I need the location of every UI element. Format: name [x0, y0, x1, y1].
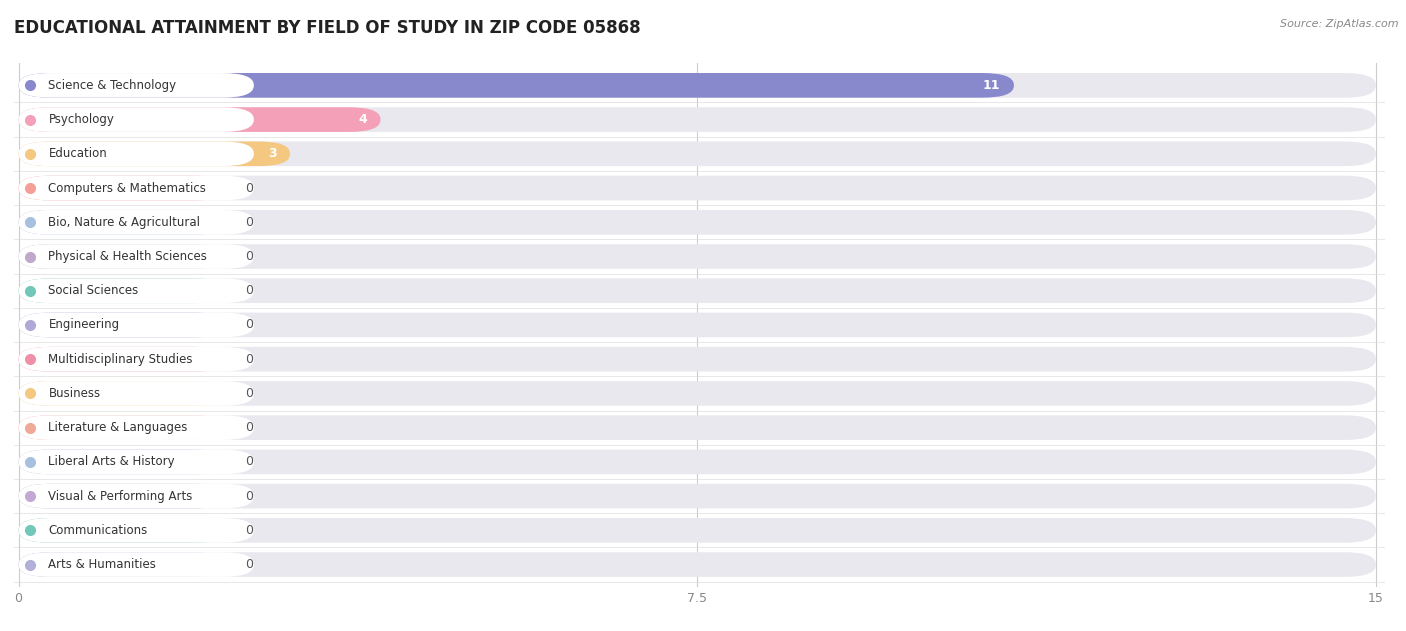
FancyBboxPatch shape [18, 141, 1376, 166]
FancyBboxPatch shape [18, 518, 226, 543]
Text: Liberal Arts & History: Liberal Arts & History [48, 456, 176, 468]
Text: EDUCATIONAL ATTAINMENT BY FIELD OF STUDY IN ZIP CODE 05868: EDUCATIONAL ATTAINMENT BY FIELD OF STUDY… [14, 19, 641, 37]
FancyBboxPatch shape [18, 210, 1376, 235]
FancyBboxPatch shape [18, 210, 226, 235]
Text: Literature & Languages: Literature & Languages [48, 421, 188, 434]
Text: Business: Business [48, 387, 101, 400]
Text: Arts & Humanities: Arts & Humanities [48, 558, 156, 571]
Text: 0: 0 [245, 182, 253, 194]
FancyBboxPatch shape [18, 347, 1376, 372]
Text: 0: 0 [245, 284, 253, 297]
FancyBboxPatch shape [18, 73, 1376, 98]
Text: Bio, Nature & Agricultural: Bio, Nature & Agricultural [48, 216, 201, 229]
FancyBboxPatch shape [18, 73, 254, 98]
FancyBboxPatch shape [18, 175, 226, 201]
FancyBboxPatch shape [18, 381, 254, 406]
Text: 11: 11 [983, 79, 1000, 92]
FancyBboxPatch shape [18, 175, 254, 201]
Text: 0: 0 [245, 353, 253, 366]
Text: 0: 0 [245, 421, 253, 434]
Text: 4: 4 [359, 113, 367, 126]
Text: 0: 0 [245, 558, 253, 571]
FancyBboxPatch shape [18, 552, 1376, 577]
Text: Physical & Health Sciences: Physical & Health Sciences [48, 250, 207, 263]
FancyBboxPatch shape [18, 312, 226, 338]
FancyBboxPatch shape [18, 415, 226, 440]
FancyBboxPatch shape [18, 141, 254, 166]
Text: Communications: Communications [48, 524, 148, 537]
FancyBboxPatch shape [18, 552, 254, 577]
FancyBboxPatch shape [18, 107, 381, 132]
FancyBboxPatch shape [18, 278, 226, 303]
Text: Computers & Mathematics: Computers & Mathematics [48, 182, 207, 194]
FancyBboxPatch shape [18, 484, 254, 509]
Text: Science & Technology: Science & Technology [48, 79, 177, 92]
Text: 0: 0 [245, 250, 253, 263]
FancyBboxPatch shape [18, 175, 1376, 201]
FancyBboxPatch shape [18, 244, 226, 269]
FancyBboxPatch shape [18, 484, 1376, 509]
Text: 3: 3 [267, 147, 277, 160]
FancyBboxPatch shape [18, 107, 1376, 132]
FancyBboxPatch shape [18, 449, 254, 475]
FancyBboxPatch shape [18, 449, 226, 475]
FancyBboxPatch shape [18, 518, 254, 543]
FancyBboxPatch shape [18, 312, 254, 338]
FancyBboxPatch shape [18, 73, 1014, 98]
FancyBboxPatch shape [18, 278, 254, 303]
FancyBboxPatch shape [18, 347, 226, 372]
FancyBboxPatch shape [18, 449, 1376, 475]
FancyBboxPatch shape [18, 415, 254, 440]
Text: 0: 0 [245, 216, 253, 229]
FancyBboxPatch shape [18, 210, 254, 235]
FancyBboxPatch shape [18, 415, 1376, 440]
FancyBboxPatch shape [18, 107, 254, 132]
Text: Source: ZipAtlas.com: Source: ZipAtlas.com [1281, 19, 1399, 29]
Text: Social Sciences: Social Sciences [48, 284, 139, 297]
Text: Engineering: Engineering [48, 319, 120, 331]
FancyBboxPatch shape [18, 141, 290, 166]
Text: 0: 0 [245, 319, 253, 331]
FancyBboxPatch shape [18, 278, 1376, 303]
FancyBboxPatch shape [18, 381, 1376, 406]
Text: Multidisciplinary Studies: Multidisciplinary Studies [48, 353, 193, 366]
FancyBboxPatch shape [18, 244, 254, 269]
Text: 0: 0 [245, 490, 253, 503]
FancyBboxPatch shape [18, 312, 1376, 338]
Text: 0: 0 [245, 387, 253, 400]
Text: 0: 0 [245, 456, 253, 468]
FancyBboxPatch shape [18, 381, 226, 406]
FancyBboxPatch shape [18, 244, 1376, 269]
Text: Psychology: Psychology [48, 113, 114, 126]
Text: Visual & Performing Arts: Visual & Performing Arts [48, 490, 193, 503]
FancyBboxPatch shape [18, 518, 1376, 543]
FancyBboxPatch shape [18, 347, 254, 372]
Text: 0: 0 [245, 524, 253, 537]
FancyBboxPatch shape [18, 484, 226, 509]
FancyBboxPatch shape [18, 552, 226, 577]
Text: Education: Education [48, 147, 107, 160]
